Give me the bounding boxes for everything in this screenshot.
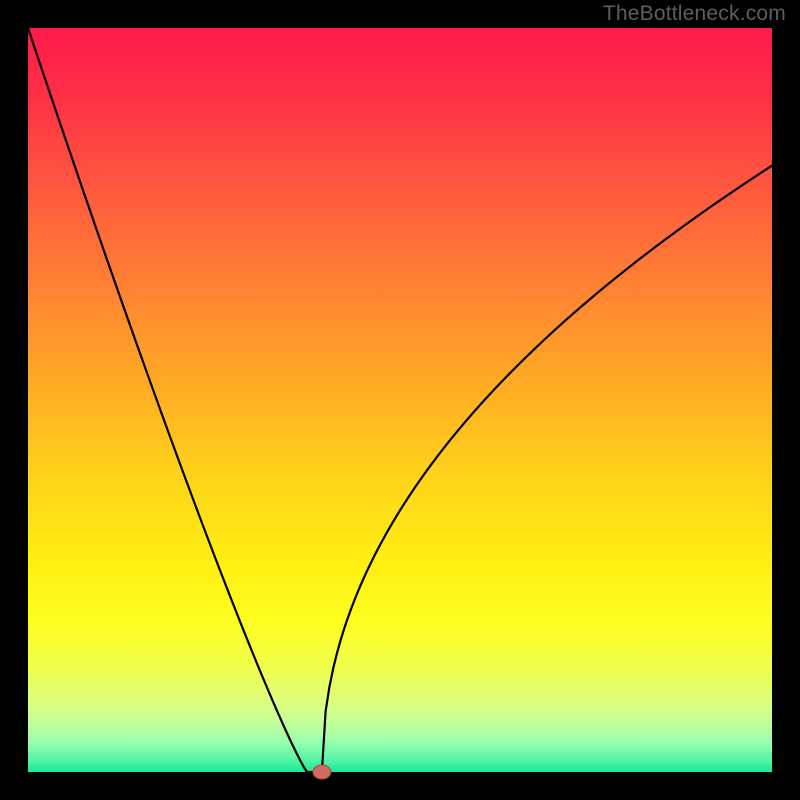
- chart-container: TheBottleneck.com: [0, 0, 800, 800]
- plot-background: [28, 28, 772, 772]
- min-marker: [313, 765, 331, 779]
- bottleneck-chart: [0, 0, 800, 800]
- watermark-text: TheBottleneck.com: [603, 2, 786, 26]
